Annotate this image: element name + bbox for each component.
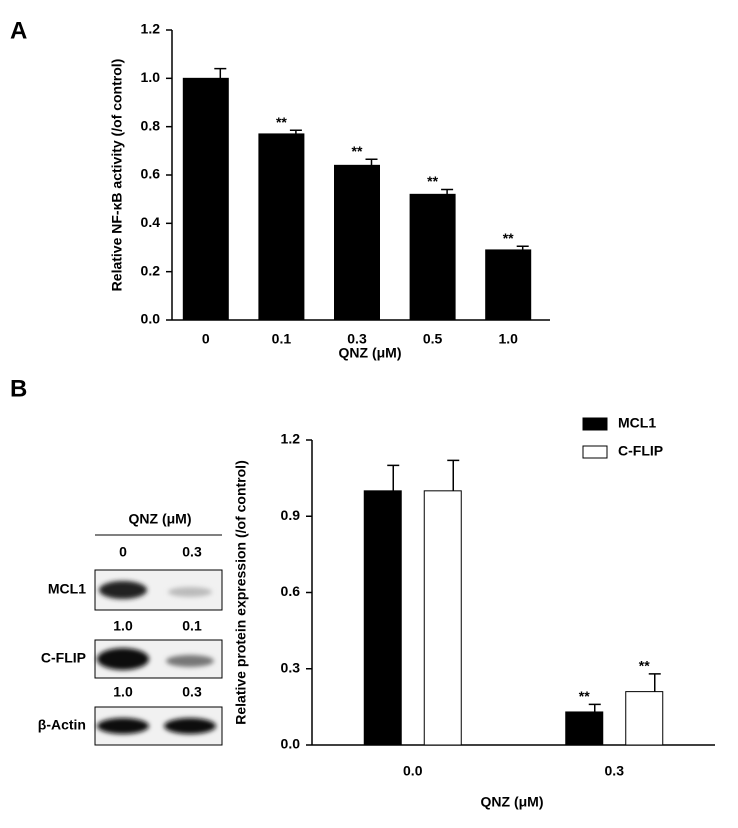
y-tick-label: 0.8: [141, 117, 161, 133]
significance: **: [427, 173, 438, 189]
error-bar: [648, 673, 661, 692]
bar: [409, 193, 456, 321]
x-tick-label: 0.1: [272, 331, 292, 347]
x-tick-label: 0.3: [347, 331, 367, 347]
x-tick-label: 0.0: [403, 763, 423, 779]
band: [164, 718, 216, 734]
significance: **: [579, 688, 590, 704]
y-tick-label: 1.2: [281, 431, 301, 447]
band: [99, 581, 147, 599]
significance: **: [639, 658, 650, 674]
x-tick-label: 0.3: [605, 763, 625, 779]
x-axis-label: QNZ (μM): [339, 345, 402, 361]
y-tick-label: 0.2: [141, 262, 161, 278]
x-tick-label: 1.0: [498, 331, 518, 347]
y-axis-label: Relative NF-κB activity (/of control): [109, 59, 125, 292]
panel-label: B: [10, 375, 27, 402]
quantification: 1.0: [113, 684, 133, 700]
x-tick-label: 0: [202, 331, 210, 347]
y-axis-label: Relative protein expression (/of control…: [233, 460, 249, 725]
lane-label: 0: [119, 544, 127, 560]
legend-label: MCL1: [618, 415, 656, 431]
bar: [182, 77, 229, 321]
error-bar: [214, 67, 227, 79]
quantification: 1.0: [113, 618, 133, 634]
y-tick-label: 1.0: [141, 69, 161, 85]
bar: [565, 711, 604, 746]
bar: [625, 691, 664, 746]
y-tick-label: 0.9: [281, 507, 301, 523]
quantification: 0.3: [182, 684, 202, 700]
y-tick-label: 0.0: [141, 311, 161, 327]
y-tick-label: 0.0: [281, 736, 301, 752]
x-axis-label: QNZ (μM): [481, 794, 544, 810]
band: [166, 655, 214, 667]
error-bar: [289, 129, 302, 134]
y-tick-label: 0.3: [281, 659, 301, 675]
panel-label: A: [10, 17, 27, 44]
row-label: β-Actin: [38, 717, 86, 733]
band: [97, 648, 149, 670]
x-tick-label: 0.5: [423, 331, 443, 347]
lane-label: 0.3: [182, 544, 202, 560]
band: [97, 718, 149, 734]
error-bar: [365, 158, 378, 166]
bar: [363, 490, 402, 746]
y-tick-label: 0.6: [141, 166, 161, 182]
significance: **: [276, 114, 287, 130]
error-bar: [588, 703, 601, 712]
significance: **: [352, 143, 363, 159]
row-label: C-FLIP: [41, 650, 86, 666]
legend-swatch: [582, 417, 608, 431]
bar: [423, 490, 462, 746]
error-bar: [441, 188, 454, 195]
band: [168, 587, 212, 597]
y-tick-label: 1.2: [141, 21, 161, 37]
legend-label: C-FLIP: [618, 443, 663, 459]
bar: [258, 133, 305, 321]
blot-header: QNZ (μM): [129, 511, 192, 527]
error-bar: [447, 459, 460, 491]
y-tick-label: 0.6: [281, 583, 301, 599]
row-label: MCL1: [48, 581, 86, 597]
bar: [485, 249, 532, 321]
error-bar: [516, 245, 529, 250]
bar: [334, 164, 380, 321]
y-tick-label: 0.4: [141, 214, 161, 230]
quantification: 0.1: [182, 618, 202, 634]
significance: **: [503, 230, 514, 246]
error-bar: [387, 464, 400, 491]
legend-swatch: [582, 445, 608, 459]
blot-images: [94, 534, 223, 746]
